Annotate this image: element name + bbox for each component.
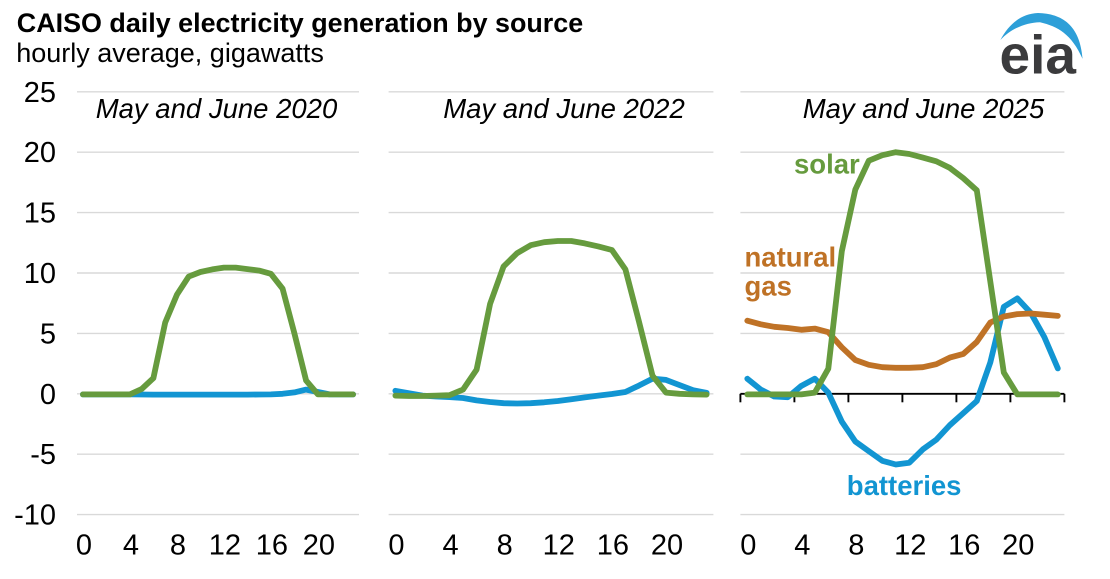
svg-text:8: 8 [170,530,186,562]
svg-text:batteries: batteries [847,470,962,501]
svg-text:8: 8 [848,530,864,562]
svg-text:0: 0 [40,379,56,411]
svg-text:12: 12 [209,530,241,562]
svg-text:0: 0 [740,530,756,562]
svg-text:0: 0 [388,530,404,562]
svg-text:eia: eia [1000,24,1077,86]
svg-text:gas: gas [745,271,792,302]
svg-text:0: 0 [76,530,92,562]
svg-text:May and June 2020: May and June 2020 [96,93,338,124]
svg-text:May and June 2025: May and June 2025 [803,93,1045,124]
svg-text:16: 16 [597,530,629,562]
svg-text:May and June 2022: May and June 2022 [443,93,685,124]
svg-text:12: 12 [894,530,926,562]
svg-text:4: 4 [794,530,810,562]
svg-text:16: 16 [948,530,980,562]
svg-text:10: 10 [24,258,56,290]
svg-text:20: 20 [1002,530,1034,562]
svg-text:hourly average, gigawatts: hourly average, gigawatts [16,38,324,68]
svg-text:-10: -10 [14,500,56,532]
svg-text:4: 4 [123,530,139,562]
svg-text:25: 25 [24,77,56,109]
svg-text:4: 4 [442,530,458,562]
svg-text:16: 16 [256,530,288,562]
svg-text:8: 8 [497,530,513,562]
svg-text:CAISO daily electricity genera: CAISO daily electricity generation by so… [17,8,583,38]
svg-text:15: 15 [24,198,56,230]
svg-text:5: 5 [40,318,56,350]
svg-text:20: 20 [303,530,335,562]
svg-text:20: 20 [651,530,683,562]
svg-text:solar: solar [794,149,860,180]
svg-text:20: 20 [24,137,56,169]
svg-text:natural: natural [745,242,837,273]
svg-text:-5: -5 [30,439,56,471]
svg-text:12: 12 [543,530,575,562]
